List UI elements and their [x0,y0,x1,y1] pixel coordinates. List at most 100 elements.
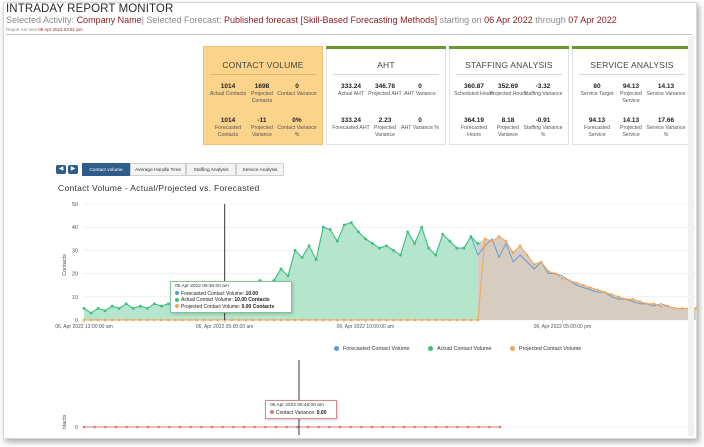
tab-service-analysis[interactable]: Service Analysis [236,163,284,176]
projected-point [195,318,198,322]
selected-forecast-label: | Selected Forecast: [141,15,222,25]
arrow-right-icon[interactable]: ▶ [68,165,78,174]
projected-point [455,318,459,322]
panel-metric: 352.69 Projected Hours [488,83,528,98]
metric-value: 360.87 [464,83,484,90]
tab-staffing-analysis[interactable]: Staffing Analysis [186,163,236,176]
variance-point [434,425,438,429]
projected-point [476,318,480,322]
projected-point [652,302,656,306]
variance-point [210,425,214,429]
metric-value: 1014 [220,83,236,90]
projected-point [490,239,494,243]
metric-label: Scheduled Hours [454,91,494,97]
actual-point [385,244,388,248]
actual-point [145,307,149,310]
actual-point [131,307,135,310]
actual-point [96,307,100,310]
panel-metric: 360.87 Scheduled Hours [454,83,494,98]
metric-label: Projected Service [620,125,642,138]
panel-metric: 17.66 Service Variance % [646,117,686,139]
projected-point [293,318,297,322]
y-tick-label: 30 [72,248,78,254]
selection-summary: Selected Activity: Company Name| Selecte… [6,15,617,25]
projected-point [385,318,388,322]
metric-value: 94.13 [588,117,606,124]
chart-title: Contact Volume - Actual/Projected vs. Fo… [58,183,260,193]
variance-tooltip-value: 0.00 [316,409,327,416]
projected-point [117,318,121,322]
projected-point [314,318,318,322]
actual-point [455,246,459,250]
actual-point [321,225,325,229]
actual-point [427,246,431,250]
actual-point [420,225,424,229]
variance-point [370,425,374,429]
variance-tooltip-time: 06 Apr 2022 06:45:00 am [270,403,324,408]
metric-value: -0.91 [535,117,551,124]
metric-label: Projected Variance [497,125,519,138]
metric-label: Forecasted AHT [332,125,370,131]
projected-point [110,318,114,322]
panel-metric: 94.13 Projected Service [611,83,651,105]
projected-point [561,276,564,280]
panel-title: CONTACT VOLUME [222,60,304,70]
legend-projected[interactable]: Projected Contact Volume [509,346,581,352]
variance-point [146,425,150,429]
variance-point [338,425,342,429]
projected-point [230,318,234,322]
projected-point [96,318,100,322]
metric-value: -3.32 [535,83,551,90]
panel-metric: 94.13 Forecasted Service [577,117,617,139]
projected-point [146,318,149,322]
panel-title: STAFFING ANALYSIS [465,60,553,70]
variance-tooltip: 06 Apr 2022 06:45:00 am Contact Variance… [265,400,337,419]
tab-contact-volume[interactable]: Contact volume [82,163,130,176]
metric-value: 333.24 [341,117,361,124]
variance-point [178,425,182,429]
projected-point [680,307,684,310]
actual-point [363,237,367,241]
metric-value: 14.13 [622,117,640,124]
tooltip-row: Projected Contact Volume: 0.00 Contacts [175,304,287,311]
metric-label: AHT Variance % [401,125,439,131]
variance-point [328,425,331,429]
projected-point [307,318,311,322]
projected-point [131,318,135,322]
panel-metric: 0% Contact Variance % [277,117,317,139]
legend-forecasted[interactable]: Forecasted Contact Volume [334,346,410,352]
projected-point [350,318,353,322]
variance-point [232,425,235,429]
legend-actual[interactable]: Actual Contact Volume [427,346,492,352]
projected-point [300,318,304,322]
arrow-left-icon[interactable]: ◀ [56,165,66,174]
panel-metric: 8.18 Projected Variance [488,117,528,139]
variance-point [221,425,224,429]
actual-point [371,242,374,245]
variance-point [424,425,427,429]
panel-metric: 14.13 Service Variance [646,83,686,98]
vertical-scrollbar[interactable] [688,36,694,436]
projected-point [497,235,501,238]
tooltip-row-value: 0.00 Contacts [241,303,275,310]
panel-metric: 1698 Projected Contacts [242,83,282,105]
panel-metric: 333.24 Forecasted AHT [331,117,371,132]
actual-point [293,249,297,252]
projected-point [589,286,592,289]
metric-value: 0 [418,117,422,124]
actual-point [335,239,339,243]
projected-point [666,304,670,308]
metric-label: Projected Contacts [251,91,273,104]
starting-on-label: starting on [439,15,482,25]
projected-point [434,318,438,322]
legend-forecasted-swatch [334,346,339,352]
metric-label: Forecasted Contacts [215,125,241,138]
metric-value: 1698 [254,83,270,90]
projected-point [265,318,269,322]
projected-point [244,318,248,322]
metric-label: Actual Contacts [209,91,247,97]
actual-point [82,307,86,310]
tab-average-handle-time[interactable]: Average Handle Time [130,163,186,176]
variance-point [317,425,320,429]
projected-point [181,318,184,322]
